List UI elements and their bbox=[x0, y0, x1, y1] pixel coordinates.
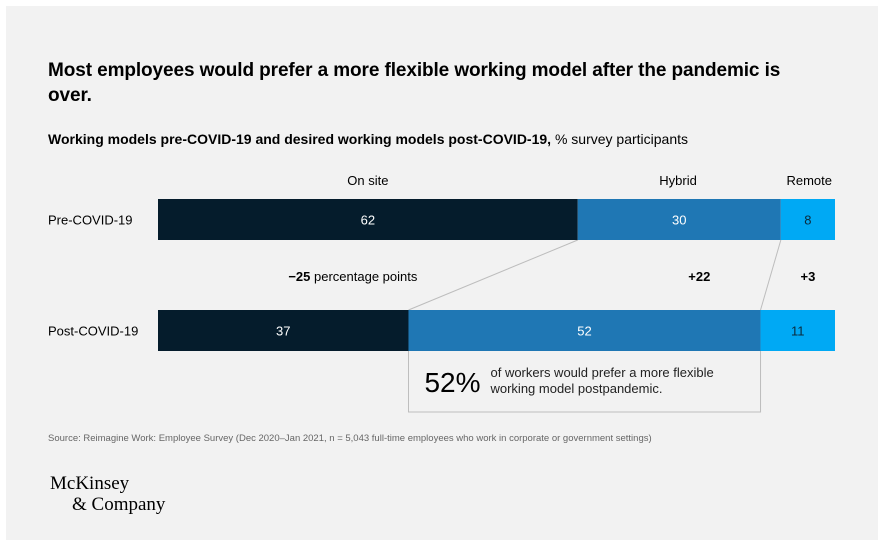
chart-card bbox=[6, 6, 878, 540]
category-label: Post-COVID-19 bbox=[48, 324, 138, 339]
chart-subtitle: Working models pre-COVID-19 and desired … bbox=[48, 130, 848, 148]
change-value: −25 bbox=[288, 269, 310, 284]
connector-line bbox=[760, 239, 782, 311]
source-note: Source: Reimagine Work: Employee Survey … bbox=[48, 433, 652, 444]
callout-text-line-1: of workers would prefer a more flexible bbox=[490, 365, 713, 380]
bar-value-label: 11 bbox=[791, 324, 805, 339]
bar-on-site bbox=[158, 310, 409, 351]
change-value: +3 bbox=[801, 269, 816, 284]
chart-title: Most employees would prefer a more flexi… bbox=[48, 60, 781, 106]
bar-hybrid bbox=[408, 310, 761, 351]
logo-line-2: & Company bbox=[72, 494, 166, 515]
legend-label: On site bbox=[347, 173, 388, 188]
callout-value: 52% bbox=[424, 367, 480, 398]
change-suffix: percentage points bbox=[310, 269, 417, 284]
bar-remote bbox=[780, 199, 835, 240]
subtitle-unit: % survey participants bbox=[554, 131, 689, 147]
bar-on-site bbox=[158, 199, 578, 240]
change-label: −25 percentage points bbox=[288, 269, 418, 284]
bar-remote bbox=[760, 310, 835, 351]
legend-label: Hybrid bbox=[659, 173, 697, 188]
change-label: +22 bbox=[688, 269, 710, 284]
bar-value-label: 62 bbox=[361, 213, 375, 228]
change-value: +22 bbox=[688, 269, 710, 284]
category-label: Pre-COVID-19 bbox=[48, 213, 133, 228]
bar-hybrid bbox=[577, 199, 781, 240]
connector-line bbox=[408, 239, 578, 311]
callout-box bbox=[407, 351, 762, 413]
legend-label: Remote bbox=[786, 173, 832, 188]
callout-text-line-2: working model postpandemic. bbox=[489, 381, 662, 396]
bar-value-label: 52 bbox=[577, 324, 591, 339]
change-label: +3 bbox=[801, 269, 816, 284]
subtitle-main: Working models pre-COVID-19 and desired … bbox=[48, 131, 552, 147]
mckinsey-logo: McKinsey & Company bbox=[50, 473, 165, 515]
bar-value-label: 37 bbox=[276, 324, 290, 339]
bar-value-label: 30 bbox=[672, 213, 686, 228]
logo-line-1: McKinsey bbox=[50, 473, 130, 494]
bar-value-label: 8 bbox=[804, 213, 811, 228]
